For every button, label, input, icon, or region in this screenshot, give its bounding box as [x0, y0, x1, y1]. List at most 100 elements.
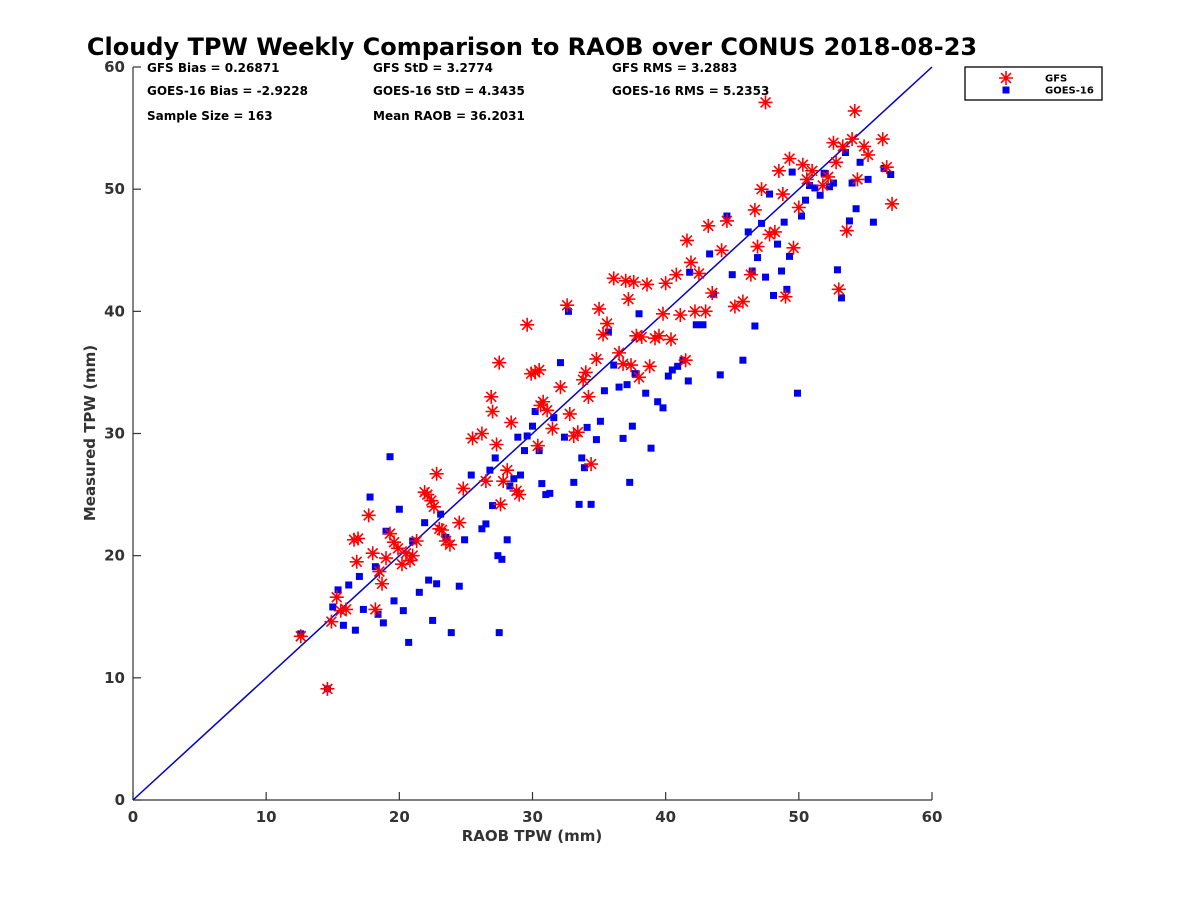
goes16-point	[478, 525, 486, 533]
goes16-point	[498, 555, 506, 563]
goes16-point	[587, 500, 595, 508]
gfs-point	[329, 590, 344, 605]
x-tick-label: 20	[389, 808, 410, 826]
gfs-point	[383, 526, 398, 541]
gfs-point	[705, 286, 720, 301]
gfs-point	[885, 196, 900, 211]
gfs-point	[375, 576, 390, 591]
gfs-point	[478, 474, 493, 489]
gfs-point	[420, 487, 435, 502]
y-axis-label: Measured TPW (mm)	[81, 345, 99, 521]
gfs-point	[426, 499, 441, 514]
stats-annotations: GFS Bias = 0.26871 GFS StD = 3.2774 GFS RM…	[147, 61, 769, 123]
goes16-point	[628, 422, 636, 430]
gfs-point	[786, 240, 801, 255]
gfs-point	[782, 151, 797, 166]
gfs-point	[687, 304, 702, 319]
gfs-point	[795, 157, 810, 172]
gfs-point	[402, 553, 417, 568]
gfs-point	[771, 163, 786, 178]
goes16-point	[887, 171, 895, 179]
goes16-point	[748, 267, 756, 275]
gfs-point	[474, 426, 489, 441]
x-tick-label: 60	[922, 808, 943, 826]
goes16-point	[570, 478, 578, 486]
gfs-point	[560, 298, 575, 313]
y-tick-label: 40	[104, 302, 125, 320]
goes16-point	[692, 321, 700, 329]
gfs-point	[835, 139, 850, 154]
goes16-point	[816, 191, 824, 199]
goes16-point	[699, 321, 707, 329]
legend-label: GFS	[1045, 74, 1067, 85]
gfs-point	[629, 328, 644, 343]
gfs-point	[618, 273, 633, 288]
gfs-point	[839, 223, 854, 238]
goes16-point	[880, 164, 888, 172]
goes16-point	[339, 621, 347, 629]
stat-text: Mean RAOB = 36.2031	[373, 109, 525, 123]
plot-area: 0 10 20 30 40 50 60 0 10 20 30 40 50 60	[104, 58, 942, 826]
goes16-point	[837, 294, 845, 302]
goes16-point	[744, 228, 752, 236]
gfs-point	[391, 541, 405, 556]
gfs-point	[747, 202, 762, 217]
gfs-point	[368, 602, 383, 617]
gfs-point	[847, 103, 862, 118]
goes16-point	[856, 158, 864, 166]
goes16-point	[531, 408, 539, 416]
goes16-point	[716, 371, 724, 379]
goes16-point	[538, 480, 546, 488]
goes16-point	[395, 505, 403, 513]
gfs-point	[592, 301, 607, 316]
gfs-point	[791, 200, 806, 215]
gfs-point	[656, 306, 670, 321]
chart-title: Cloudy TPW Weekly Comparison to RAOB ove…	[87, 33, 977, 61]
goes16-point	[517, 471, 525, 479]
goes16-point	[482, 520, 490, 528]
gfs-point	[758, 95, 773, 110]
goes16-point	[334, 586, 342, 594]
gfs-series	[293, 95, 900, 696]
goes16-point	[583, 423, 591, 431]
goes16-point	[437, 510, 445, 518]
gfs-point	[492, 355, 507, 370]
gfs-point	[727, 299, 742, 314]
goes16-point	[556, 359, 564, 367]
gfs-point	[387, 535, 402, 550]
stat-text: GOES-16 StD = 4.3435	[373, 84, 525, 98]
stat-text: GFS RMS = 3.2883	[612, 61, 737, 75]
gfs-point	[589, 351, 604, 366]
gfs-point	[398, 546, 413, 561]
legend-box	[964, 66, 1103, 101]
goes16-point	[529, 422, 536, 430]
goes16-point	[461, 536, 469, 544]
goes16-point	[503, 536, 511, 544]
gfs-point	[805, 163, 820, 178]
goes16-point	[642, 389, 650, 397]
goes16-point	[647, 444, 655, 452]
gfs-point	[600, 316, 615, 331]
gfs-point	[489, 437, 504, 452]
goes16-point	[467, 471, 475, 479]
goes16-point	[514, 433, 522, 441]
goes16-point	[560, 433, 568, 441]
gfs-point	[434, 523, 449, 538]
gfs-point	[612, 345, 627, 360]
gfs-point	[658, 276, 673, 291]
goes16-point	[615, 383, 623, 391]
gfs-point	[365, 546, 380, 561]
gfs-point	[442, 537, 457, 552]
goes16-point	[486, 466, 494, 474]
gfs-point	[530, 438, 545, 453]
gfs-point	[532, 362, 547, 377]
gfs-point	[719, 213, 734, 228]
goes16-point	[351, 626, 359, 634]
gfs-point	[424, 493, 439, 508]
goes16-point	[686, 268, 694, 276]
gfs-point	[845, 132, 860, 147]
goes16-point	[374, 610, 382, 618]
goes16-point	[770, 291, 778, 299]
gfs-point	[512, 487, 527, 502]
goes16-point	[811, 184, 819, 192]
